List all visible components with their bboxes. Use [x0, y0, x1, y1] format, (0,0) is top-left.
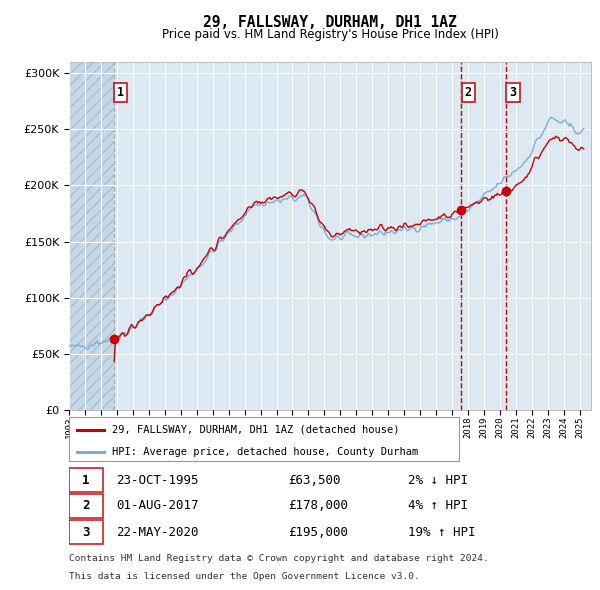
Text: 23-OCT-1995: 23-OCT-1995 [116, 474, 199, 487]
FancyBboxPatch shape [69, 520, 103, 544]
Text: £195,000: £195,000 [288, 526, 348, 539]
Text: £178,000: £178,000 [288, 499, 348, 513]
FancyBboxPatch shape [69, 494, 103, 518]
Text: 2: 2 [464, 86, 472, 99]
Text: Contains HM Land Registry data © Crown copyright and database right 2024.: Contains HM Land Registry data © Crown c… [69, 554, 489, 563]
Text: 4% ↑ HPI: 4% ↑ HPI [409, 499, 469, 513]
Text: 19% ↑ HPI: 19% ↑ HPI [409, 526, 476, 539]
Text: 3: 3 [509, 86, 517, 99]
Text: 29, FALLSWAY, DURHAM, DH1 1AZ: 29, FALLSWAY, DURHAM, DH1 1AZ [203, 15, 457, 30]
FancyBboxPatch shape [69, 468, 103, 493]
Text: 29, FALLSWAY, DURHAM, DH1 1AZ (detached house): 29, FALLSWAY, DURHAM, DH1 1AZ (detached … [112, 425, 400, 434]
Text: £63,500: £63,500 [288, 474, 341, 487]
Text: Price paid vs. HM Land Registry's House Price Index (HPI): Price paid vs. HM Land Registry's House … [161, 28, 499, 41]
Bar [69, 62, 114, 410]
Text: 2: 2 [82, 499, 90, 513]
Text: 2% ↓ HPI: 2% ↓ HPI [409, 474, 469, 487]
Text: 01-AUG-2017: 01-AUG-2017 [116, 499, 199, 513]
Text: 1: 1 [82, 474, 90, 487]
Text: HPI: Average price, detached house, County Durham: HPI: Average price, detached house, Coun… [112, 447, 418, 457]
Text: 22-MAY-2020: 22-MAY-2020 [116, 526, 199, 539]
Text: 3: 3 [82, 526, 90, 539]
Text: This data is licensed under the Open Government Licence v3.0.: This data is licensed under the Open Gov… [69, 572, 420, 581]
Text: 1: 1 [117, 86, 124, 99]
